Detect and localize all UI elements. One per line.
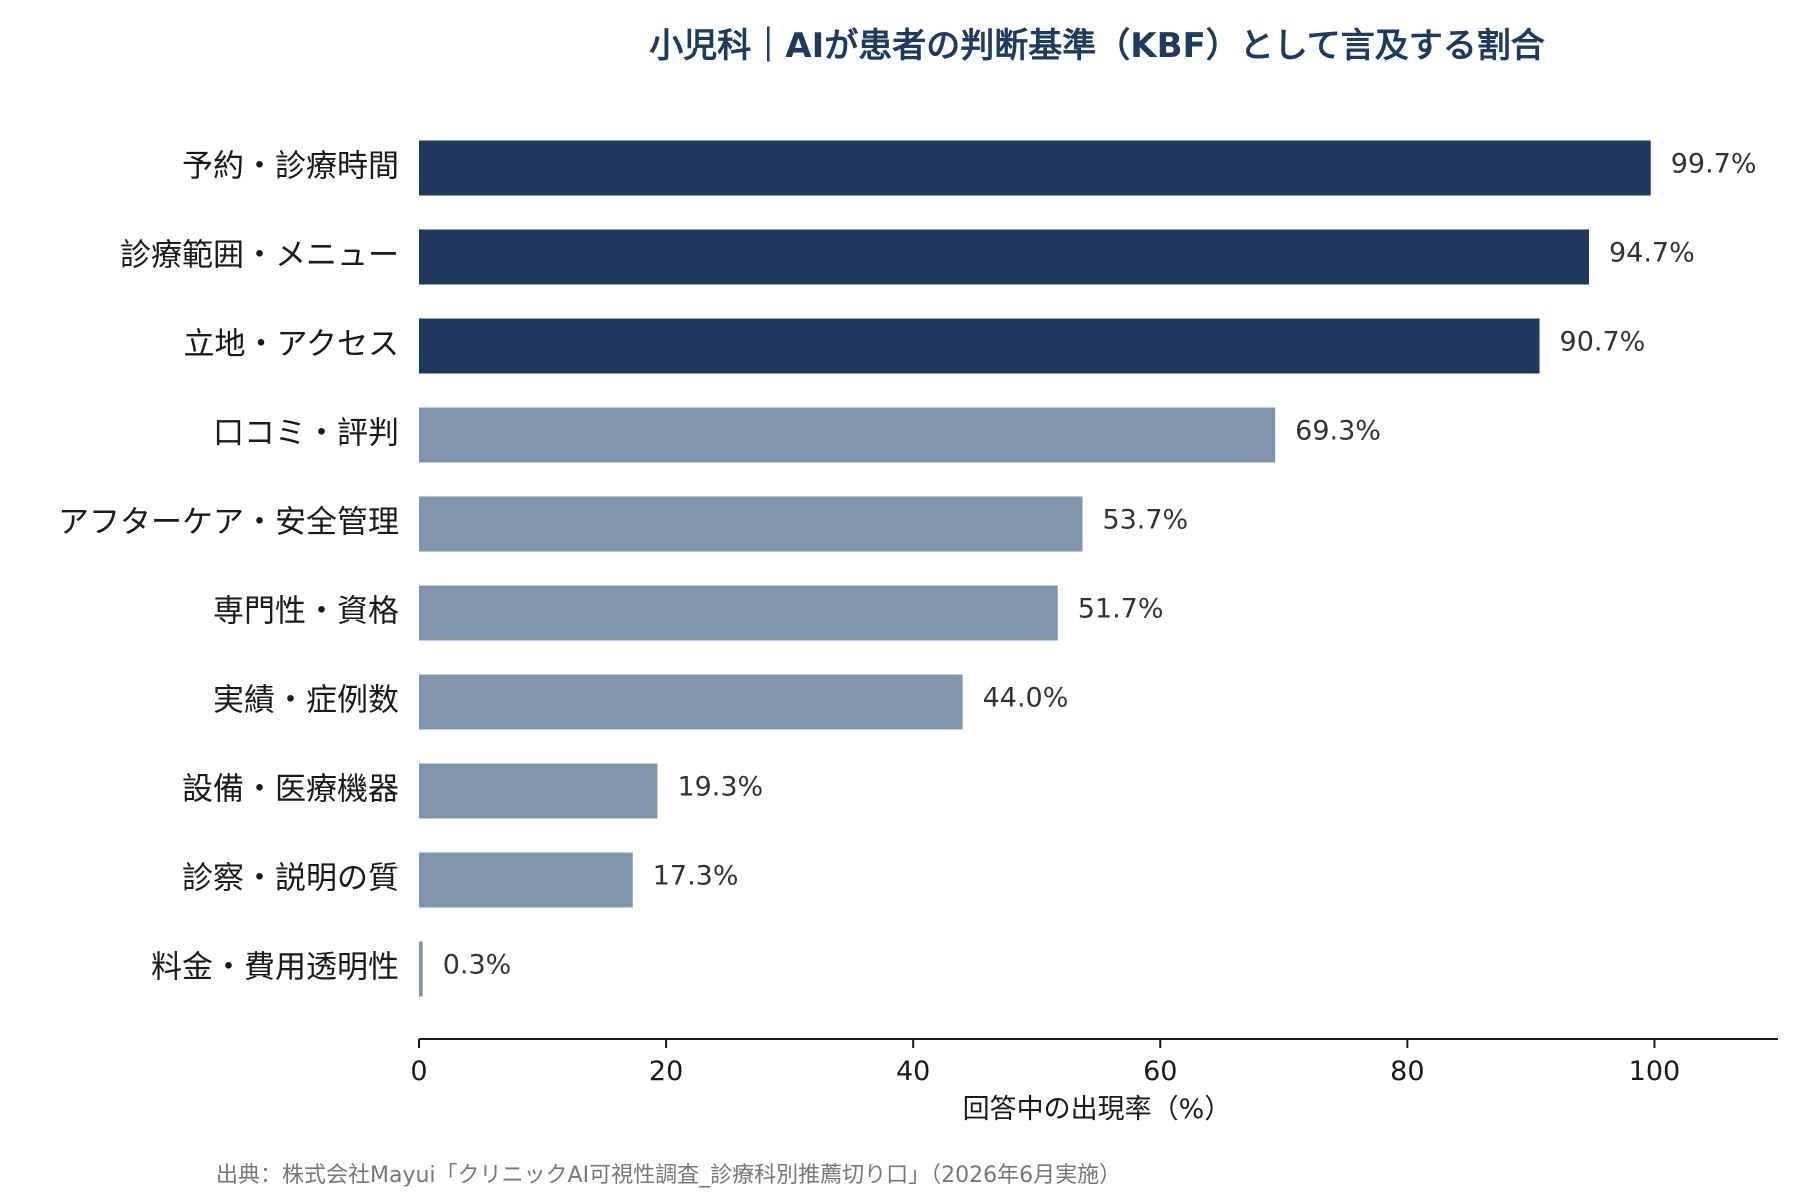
value-label-3: 69.3% [1295, 416, 1381, 447]
value-label-1: 94.7% [1609, 238, 1695, 269]
category-label-0: 予約・診療時間 [182, 149, 399, 185]
x-axis-title: 回答中の出現率（%） [963, 1094, 1232, 1125]
category-label-6: 実績・症例数 [213, 683, 399, 719]
bar-2 [419, 318, 1540, 374]
value-labels-group: 99.7% 94.7% 90.7% 69.3% 53.7% 51.7% 44.0% 19.3%… [443, 149, 1757, 981]
value-label-5: 51.7% [1078, 594, 1164, 625]
x-tick-label-0: 0 [410, 1056, 427, 1087]
bar-4 [419, 496, 1083, 552]
category-label-4: アフターケア・安全管理 [58, 505, 399, 541]
bar-7 [419, 763, 658, 819]
bars-group [419, 140, 1651, 997]
bar-3 [419, 407, 1276, 463]
value-label-2: 90.7% [1560, 327, 1646, 358]
x-tick-label-5: 100 [1629, 1056, 1681, 1087]
value-label-9: 0.3% [443, 950, 512, 981]
value-label-4: 53.7% [1102, 505, 1188, 536]
bar-1 [419, 229, 1589, 285]
x-tick-label-1: 20 [649, 1056, 683, 1087]
bar-6 [419, 674, 963, 730]
category-label-3: 口コミ・評判 [213, 416, 399, 452]
category-label-1: 診療範囲・メニュー [120, 238, 399, 274]
x-ticks-group: 0 20 40 60 80 100 [410, 1039, 1680, 1087]
category-label-8: 診察・説明の質 [182, 861, 399, 897]
category-labels-group: 予約・診療時間診療範囲・メニュー立地・アクセス口コミ・評判アフターケア・安全管理… [58, 149, 399, 986]
x-tick-label-4: 80 [1390, 1056, 1424, 1087]
category-label-2: 立地・アクセス [184, 327, 399, 363]
value-label-7: 19.3% [677, 772, 763, 803]
x-tick-label-3: 60 [1143, 1056, 1177, 1087]
chart-title: 小児科｜AIが患者の判断基準（KBF）として言及する割合 [649, 26, 1544, 66]
bar-8 [419, 852, 633, 908]
category-label-7: 設備・医療機器 [182, 772, 399, 808]
bar-5 [419, 585, 1058, 641]
x-tick-label-2: 40 [896, 1056, 930, 1087]
bar-0 [419, 140, 1651, 196]
category-label-9: 料金・費用透明性 [151, 950, 399, 986]
category-label-5: 専門性・資格 [213, 594, 399, 630]
bar-9 [419, 941, 423, 997]
value-label-6: 44.0% [983, 683, 1069, 714]
value-label-0: 99.7% [1671, 149, 1757, 180]
source-note: 出典：株式会社Mayui「クリニックAI可視性調査_診療科別推薦切り口」（202… [216, 1163, 1121, 1188]
value-label-8: 17.3% [653, 861, 739, 892]
